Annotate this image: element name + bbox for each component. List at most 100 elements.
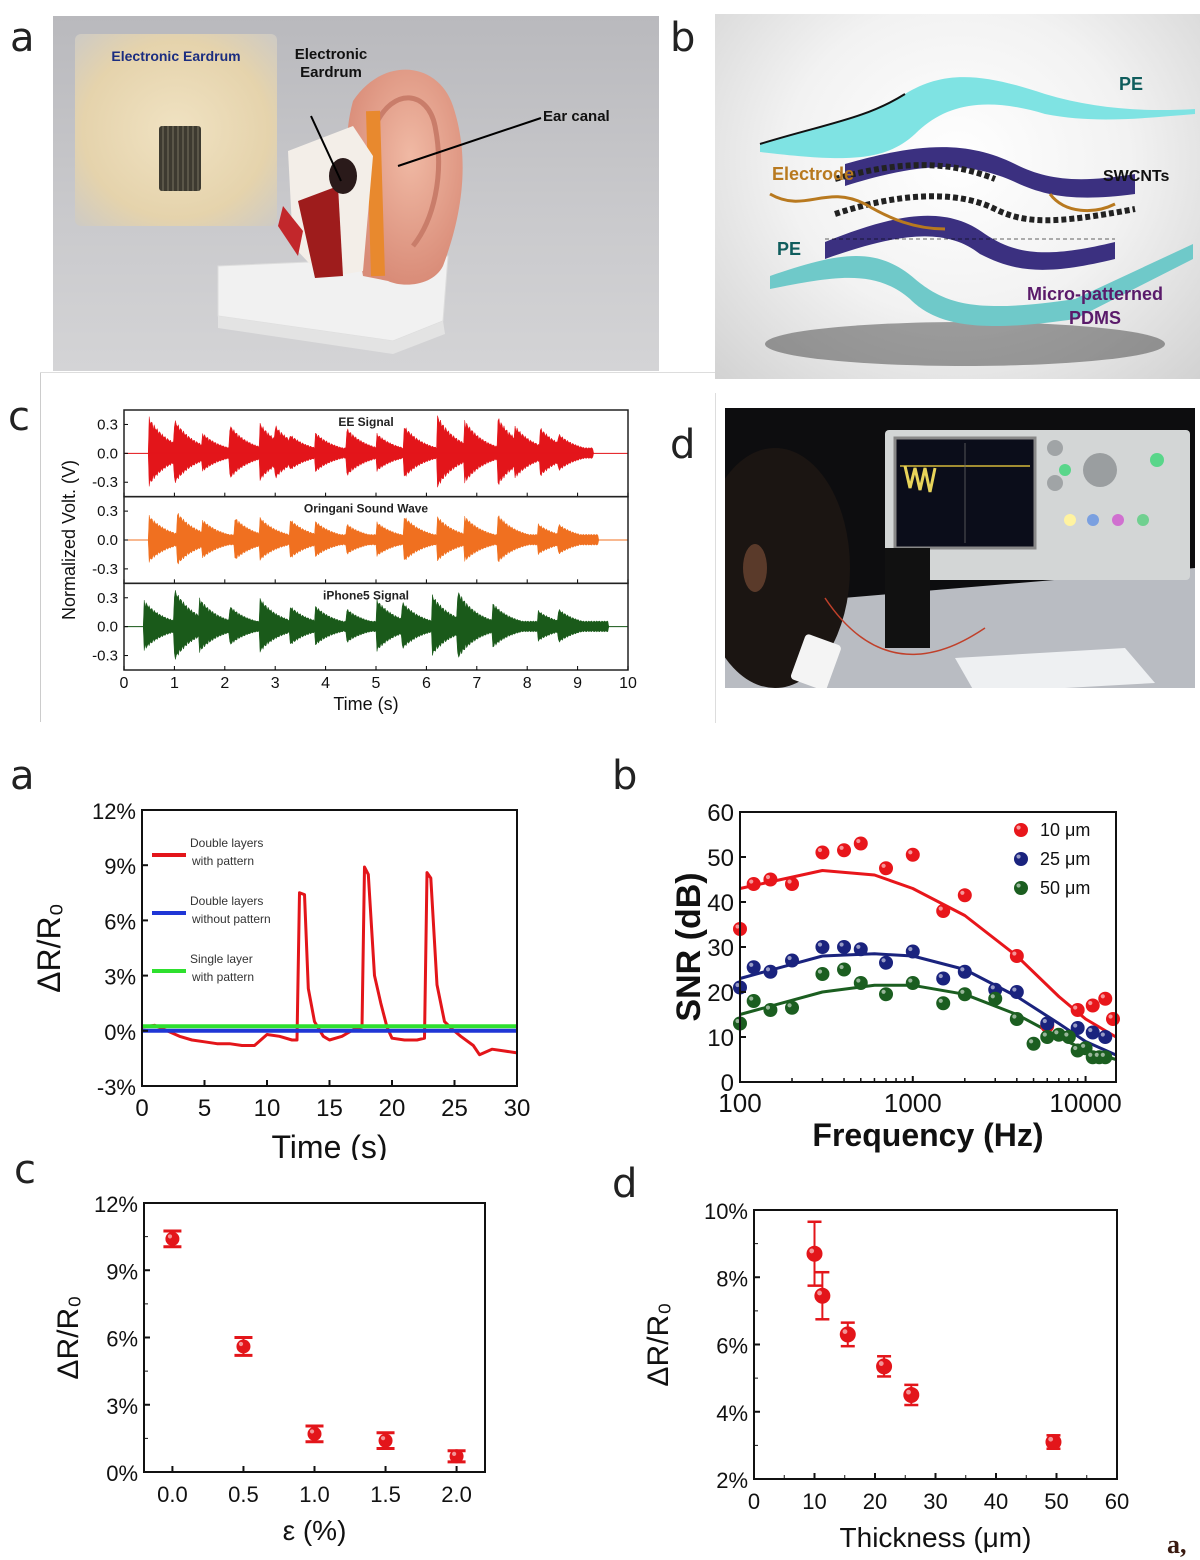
data-point xyxy=(957,888,972,903)
data-point xyxy=(879,861,894,876)
legend-marker-highlight xyxy=(1016,825,1021,830)
callout-eardrum-line2: Eardrum xyxy=(300,64,362,81)
legend-marker-highlight xyxy=(1016,883,1021,888)
data-point-highlight xyxy=(1073,1045,1078,1051)
data-point xyxy=(936,904,951,918)
y-tick-label: 9% xyxy=(104,854,136,879)
layer-stack-illustration xyxy=(759,77,1195,366)
data-point-highlight xyxy=(238,1341,244,1347)
data-point-highlight xyxy=(452,1451,457,1456)
chart-resistance-vs-strain: 0% 3% 6% 9% 12% 0.0 0.5 1.0 1.5 2.0 ε (%) ΔR/R₀ xyxy=(52,1192,486,1546)
data-point xyxy=(1061,1030,1076,1044)
data-point xyxy=(1009,985,1024,999)
data-point-highlight xyxy=(787,955,792,961)
x-tick-label: 0 xyxy=(120,675,129,692)
oscilloscope-setup-photo xyxy=(725,408,1195,688)
oscilloscope-scene xyxy=(725,430,1195,688)
y-tick-label: -0.3 xyxy=(92,474,118,491)
data-point-highlight xyxy=(1088,1027,1093,1033)
panel-divider-left xyxy=(40,372,41,722)
data-point xyxy=(746,877,761,891)
y-tick-label: 30 xyxy=(707,935,734,962)
x-tick-label: 1 xyxy=(170,675,179,692)
label-pe-bottom: PE xyxy=(777,239,802,259)
y-tick-label: 12% xyxy=(92,799,136,824)
data-point xyxy=(1106,1012,1120,1026)
y-tick-label: 0 xyxy=(721,1070,734,1097)
data-point xyxy=(1085,998,1100,1013)
subplot-title: iPhone5 Signal xyxy=(323,588,409,602)
data-point-highlight xyxy=(938,906,943,911)
waveform-0 xyxy=(123,415,628,488)
label-electrode: Electrode xyxy=(772,164,855,184)
legend-label-line1: Double layers xyxy=(190,894,263,908)
data-point-highlight xyxy=(765,967,771,972)
legend-label: 10 μm xyxy=(1040,820,1090,840)
data-point xyxy=(806,1245,823,1262)
legend-marker xyxy=(1014,823,1028,837)
inset-label: Electronic Eardrum xyxy=(111,48,241,64)
data-point-highlight xyxy=(938,998,943,1003)
y-tick-label: 0% xyxy=(104,1020,136,1045)
data-point-highlight xyxy=(906,1389,911,1395)
data-point-highlight xyxy=(765,874,771,880)
data-point-highlight xyxy=(908,946,913,952)
x-tick-label: 1.5 xyxy=(370,1482,401,1507)
y-tick-label: 6% xyxy=(716,1334,748,1359)
callout-electronic-eardrum: Electronic Eardrum xyxy=(286,46,376,82)
data-point-highlight xyxy=(839,845,844,850)
data-point xyxy=(785,877,800,891)
data-point xyxy=(1040,1030,1055,1044)
x-tick-label: 30 xyxy=(504,1095,531,1122)
y-tick-label: 3% xyxy=(106,1394,138,1419)
panel-letter-bottom-a: a xyxy=(10,753,35,799)
data-point xyxy=(815,967,830,981)
data-point-highlight xyxy=(749,879,754,884)
y-tick-label: 2% xyxy=(716,1468,748,1493)
data-point xyxy=(957,964,972,979)
data-point xyxy=(1040,1016,1055,1031)
data-point-highlight xyxy=(735,982,740,988)
data-point-highlight xyxy=(749,996,754,1001)
legend-marker xyxy=(1014,852,1028,866)
data-point xyxy=(785,1000,800,1015)
data-point-highlight xyxy=(1029,1039,1034,1044)
data-point xyxy=(449,1449,464,1464)
x-tick-label: 9 xyxy=(573,675,582,692)
x-tick-label: 40 xyxy=(984,1489,1008,1514)
x-tick-label: 2 xyxy=(220,675,229,692)
chart-resistance-vs-time: Double layers with pattern Double layers wi… xyxy=(31,799,531,1160)
waveform-2 xyxy=(123,590,628,660)
data-point-highlight xyxy=(817,942,823,947)
label-pe-top: PE xyxy=(1119,74,1144,94)
x-axis-label: Thickness (μm) xyxy=(840,1522,1032,1553)
chart-snr-vs-frequency: 10 μm 25 μm 50 μm 0 10 20 30 40 50 60 100 1000 10000… xyxy=(670,800,1122,1153)
y-tick-label: 6% xyxy=(104,909,136,934)
data-point-highlight xyxy=(309,1429,315,1434)
label-pdms-line2: PDMS xyxy=(1068,308,1121,328)
data-point xyxy=(815,940,830,954)
eardrum-device xyxy=(159,126,201,191)
y-tick-label: 0% xyxy=(106,1461,138,1486)
data-point xyxy=(905,944,920,959)
data-point-highlight xyxy=(856,978,861,983)
x-tick-label: 5 xyxy=(198,1095,211,1122)
legend-label: 25 μm xyxy=(1040,849,1090,869)
panel-letter-top-a: a xyxy=(10,15,35,61)
data-point xyxy=(936,996,951,1011)
data-point xyxy=(957,987,972,1002)
panel-letter-top-b: b xyxy=(670,15,696,61)
legend-marker xyxy=(1014,881,1028,895)
panel-divider-d xyxy=(715,393,716,723)
chart-resistance-vs-thickness: 2% 4% 6% 8% 10% 0 10 20 30 40 50 60 Thickness (μm) ΔR… xyxy=(642,1199,1129,1553)
data-point xyxy=(1070,1003,1085,1017)
data-point-highlight xyxy=(1088,1052,1093,1057)
data-point-highlight xyxy=(881,863,886,868)
data-point xyxy=(165,1231,180,1246)
y-tick-label: 0.3 xyxy=(97,590,118,607)
callout-ear-canal: Ear canal xyxy=(543,108,610,125)
data-point-highlight xyxy=(881,958,886,963)
subplot-title: Oringani Sound Wave xyxy=(304,502,429,516)
y-axis-label: ΔR/R₀ xyxy=(642,1302,675,1386)
legend-label-line2: without pattern xyxy=(191,912,271,926)
